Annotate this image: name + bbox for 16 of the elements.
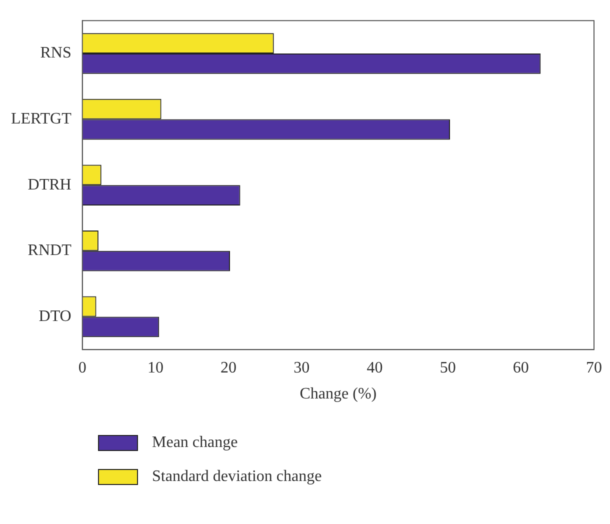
y-tick-label: DTRH <box>28 176 72 194</box>
x-tick-label: 0 <box>78 359 86 376</box>
y-tick-label: RNDT <box>28 242 72 260</box>
x-tick-label: 50 <box>440 359 456 376</box>
x-tick-label: 40 <box>366 359 383 376</box>
x-axis-title: Change (%) <box>300 386 377 403</box>
legend-label: Standard deviation change <box>152 468 322 486</box>
y-tick-label: RNS <box>40 44 72 62</box>
x-tick-label: 20 <box>220 359 237 376</box>
x-tick-label: 60 <box>512 359 529 376</box>
x-tick-label: 70 <box>586 359 602 376</box>
legend-label: Mean change <box>152 434 238 452</box>
x-tick-label: 30 <box>294 359 310 376</box>
x-tick-label: 10 <box>147 359 164 376</box>
y-tick-label: DTO <box>38 308 72 325</box>
y-tick-label: LERTGT <box>11 110 72 128</box>
